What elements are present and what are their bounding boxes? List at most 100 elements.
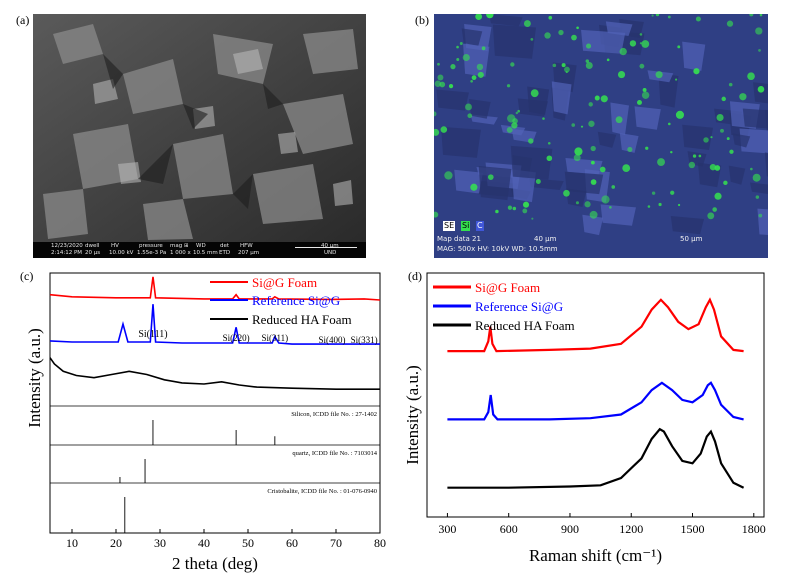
eds-silicon-spot <box>759 14 763 17</box>
eds-silicon-spot <box>507 114 516 123</box>
xrd-legend-label: Reduced HA Foam <box>252 312 352 327</box>
eds-silicon-spot <box>747 72 755 81</box>
eds-silicon-spot <box>517 109 520 113</box>
eds-silicon-spot <box>723 180 728 186</box>
eds-carbon-particle <box>463 43 490 77</box>
eds-silicon-spot <box>511 122 518 129</box>
eds-carbon-particle <box>478 166 512 201</box>
eds-silicon-spot <box>465 103 472 111</box>
eds-carbon-particle <box>597 131 617 148</box>
eds-carbon-particle <box>564 171 604 195</box>
eds-silicon-spot <box>600 95 608 103</box>
eds-silicon-spot <box>522 201 530 208</box>
eds-silicon-spot <box>531 217 534 220</box>
raman-y-axis-label: Intensity (a.u.) <box>403 365 422 465</box>
eds-carbon-particle <box>441 126 481 158</box>
eds-silicon-spot <box>542 117 545 120</box>
xrd-series-line <box>49 304 380 345</box>
eds-silicon-spot <box>677 203 681 207</box>
eds-silicon-spot <box>580 125 584 128</box>
eds-silicon-spot <box>611 185 616 189</box>
eds-silicon-spot <box>434 211 439 218</box>
eds-silicon-spot <box>456 57 460 61</box>
eds-silicon-spot <box>758 49 761 52</box>
eds-silicon-spot <box>459 42 463 45</box>
eds-silicon-spot <box>437 62 440 66</box>
eds-silicon-spot <box>707 212 715 220</box>
eds-silicon-spot <box>726 20 734 27</box>
eds-silicon-spot <box>544 32 551 39</box>
xrd-reference-label: quartz, ICDD file No. : 7103014 <box>292 450 377 457</box>
eds-silicon-spot <box>574 147 583 156</box>
xrd-peak-label: Si(400) <box>319 335 346 345</box>
eds-silicon-spot <box>692 154 697 158</box>
eds-map-texture <box>434 14 768 258</box>
eds-silicon-spot <box>728 82 733 87</box>
raman-x-tick-label: 300 <box>438 522 456 536</box>
panel-label-d: (d) <box>408 269 422 283</box>
eds-silicon-spot <box>758 213 763 218</box>
raman-x-tick-label: 1500 <box>681 522 705 536</box>
eds-silicon-spot <box>655 71 663 79</box>
xrd-plot-frame <box>49 272 381 534</box>
eds-carbon-particle <box>764 152 768 177</box>
legend-se: SE <box>443 221 456 231</box>
eds-silicon-spot <box>703 137 709 143</box>
eds-silicon-spot <box>470 79 473 83</box>
eds-silicon-spot <box>475 14 483 21</box>
xrd-x-tick-label: 40 <box>198 536 210 550</box>
eds-carbon-particle <box>728 165 746 185</box>
sem-hfw-label: HFW <box>240 243 253 249</box>
raman-x-tick-label: 1800 <box>742 522 766 536</box>
sem-pressure-label: pressure <box>139 243 163 249</box>
eds-silicon-spot <box>522 208 528 214</box>
sem-hfw: 207 µm <box>238 250 260 256</box>
eds-silicon-spot <box>564 66 570 73</box>
eds-carbon-particle <box>461 28 483 46</box>
sem-scalebar-label: 40 µm <box>321 243 339 249</box>
panel-label-c: (c) <box>20 269 34 283</box>
eds-silicon-spot <box>462 53 470 62</box>
raman-x-tick-label: 900 <box>561 522 579 536</box>
eds-silicon-spot <box>506 126 513 133</box>
xrd-x-tick-label: 50 <box>242 536 254 550</box>
eds-carbon-particle <box>605 21 633 36</box>
eds-silicon-spot <box>752 173 761 182</box>
eds-silicon-spot <box>606 58 610 62</box>
sem-info-bar: 12/23/2020 2:14:12 PM dwell 20 µs HV 10.… <box>33 242 366 258</box>
sem-scalebar <box>295 247 357 248</box>
eds-silicon-spot <box>755 27 763 35</box>
eds-silicon-spot <box>584 201 591 208</box>
eds-silicon-spot <box>571 123 576 127</box>
eds-carbon-particle <box>600 204 636 226</box>
raman-chart: Si@G Foam Reference Si@G Reduced HA Foam 30… <box>403 272 766 565</box>
eds-silicon-spot <box>645 146 649 150</box>
eds-silicon-spot <box>709 163 717 171</box>
eds-silicon-spot <box>726 137 730 141</box>
eds-silicon-spot <box>720 128 724 133</box>
eds-silicon-spot <box>470 183 478 191</box>
eds-carbon-particle <box>500 124 526 136</box>
eds-silicon-spot <box>476 63 484 71</box>
eds-silicon-spot <box>506 84 511 88</box>
xrd-y-axis-label: Intensity (a.u.) <box>25 328 44 428</box>
eds-silicon-spot <box>639 63 645 69</box>
eds-silicon-spot <box>622 164 631 173</box>
eds-silicon-spot <box>585 62 593 70</box>
eds-silicon-spot <box>639 33 643 36</box>
eds-silicon-spot <box>456 45 459 49</box>
eds-silicon-spot <box>590 179 597 185</box>
eds-silicon-spot <box>575 201 579 205</box>
eds-silicon-spot <box>440 126 448 133</box>
eds-carbon-particle <box>492 24 537 59</box>
sem-mag: 1 000 x <box>170 250 191 256</box>
xrd-peak-label: Si(311) <box>262 333 289 343</box>
eds-silicon-spot <box>599 166 606 173</box>
eds-silicon-spot <box>510 62 515 67</box>
eds-silicon-spot <box>558 29 564 36</box>
eds-carbon-particle <box>436 89 469 111</box>
eds-silicon-spot <box>535 178 541 184</box>
eds-silicon-spot <box>477 71 484 78</box>
eds-silicon-spot <box>627 146 633 153</box>
eds-silicon-spot <box>651 191 656 195</box>
